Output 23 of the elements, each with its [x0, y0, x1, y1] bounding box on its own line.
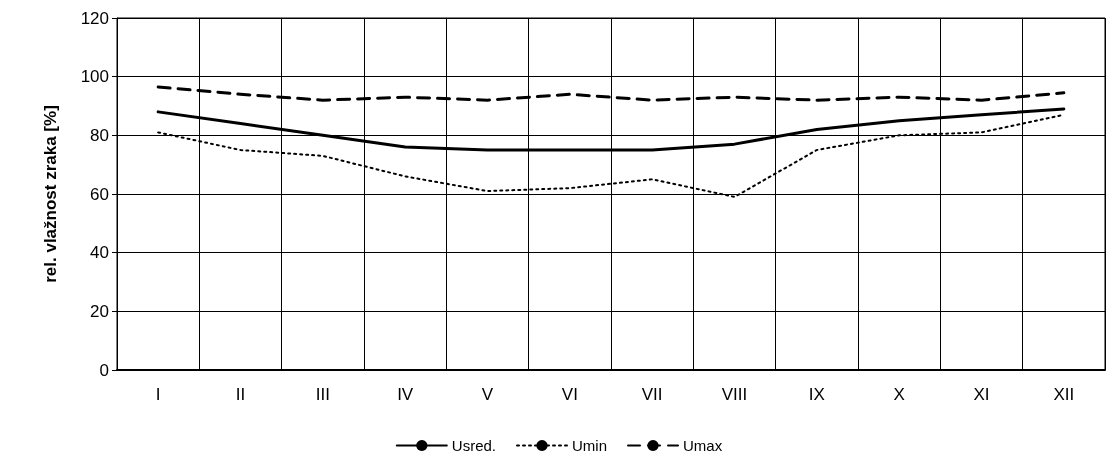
legend-label: Usred. — [451, 437, 497, 454]
x-tick-label: VIII — [721, 385, 748, 404]
x-tick-label: XII — [1053, 385, 1075, 404]
x-tick-label: II — [235, 385, 246, 404]
x-tick-label: I — [155, 385, 161, 404]
x-tick-label: XI — [973, 385, 990, 404]
x-tick-label: VI — [561, 385, 578, 404]
y-tick-label: 80 — [90, 125, 109, 145]
x-tick-label: VII — [641, 385, 663, 404]
y-axis-title: rel. vlažnost zraka [%] — [41, 105, 60, 283]
x-tick-label: X — [893, 385, 905, 404]
x-tick-label: V — [481, 385, 494, 404]
y-tick-label: 100 — [80, 67, 109, 87]
y-tick-label: 60 — [90, 184, 109, 204]
y-tick-label: 40 — [90, 243, 109, 263]
y-tick-label: 0 — [99, 360, 109, 380]
x-tick-label: IX — [808, 385, 825, 404]
x-tick-label: IV — [397, 385, 414, 404]
y-tick-label: 20 — [90, 301, 109, 321]
legend-label: Umax — [683, 437, 723, 454]
x-tick-label: III — [315, 385, 330, 404]
y-tick-label: 120 — [80, 8, 109, 28]
legend-label: Umin — [572, 437, 608, 454]
